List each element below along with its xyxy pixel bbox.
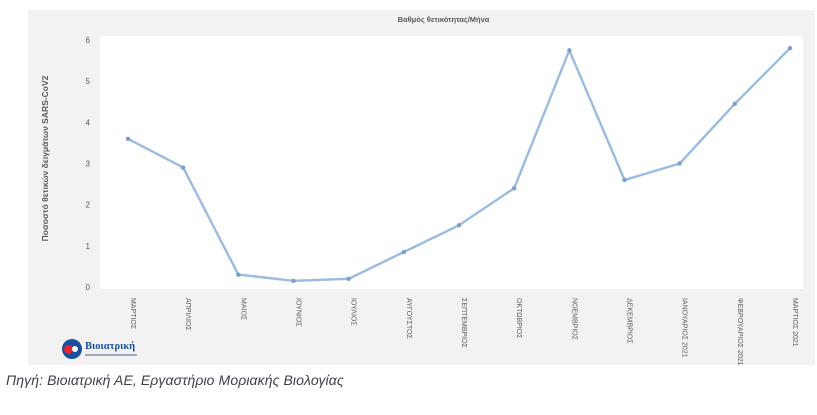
data-point	[180, 165, 186, 170]
x-tick-label: ΙΑΝΟΥΑΡΙΟΣ 2021	[681, 298, 688, 358]
data-point	[456, 223, 462, 228]
line-chart: Βαθμός θετικότητας/Μήνα Ποσοστό θετικών δ…	[40, 15, 803, 365]
x-tick-label: ΣΕΠΤΕΜΒΡΙΟΣ	[460, 298, 467, 349]
data-point	[511, 186, 517, 191]
data-point	[732, 101, 738, 107]
y-tick-label: 2	[86, 201, 91, 210]
y-tick-label: 6	[86, 36, 91, 45]
chart-area: Βαθμός θετικότητας/Μήνα Ποσοστό θετικών δ…	[28, 10, 815, 365]
x-tick-label: ΟΚΤΩΒΡΙΟΣ	[515, 298, 522, 339]
x-tick-label: ΜΑΙΟΣ	[239, 298, 246, 321]
x-tick-label: ΜΑΡΤΙΟΣ	[129, 298, 136, 330]
data-point	[125, 136, 131, 141]
company-logo: Βιοιατρική	[62, 337, 142, 361]
data-point	[291, 278, 296, 284]
data-point	[677, 161, 682, 166]
x-tick-label: ΑΥΓΟΥΣΤΟΣ	[405, 298, 412, 339]
y-tick-label: 5	[86, 77, 91, 86]
x-tick-label: ΙΟΥΛΙΟΣ	[350, 298, 357, 326]
y-tick-label: 1	[86, 242, 91, 251]
y-axis-title: Ποσοστό θετικών δειγμάτων SARS-CoV2	[40, 75, 50, 241]
data-point	[346, 276, 351, 281]
plot-area	[100, 36, 803, 289]
y-tick-label: 0	[86, 283, 91, 292]
chart-title: Βαθμός θετικότητας/Μήνα	[398, 15, 490, 24]
data-point	[622, 177, 627, 183]
x-tick-label: ΦΕΒΡΟΥΑΡΙΟΣ 2021	[736, 298, 743, 365]
x-tick-label: ΜΑΡΤΙΟΣ 2021	[791, 298, 798, 347]
x-tick-label: ΑΠΡΙΛΙΟΣ	[184, 298, 191, 331]
data-point	[401, 249, 407, 255]
y-tick-label: 4	[86, 118, 91, 127]
logo-mark-icon	[62, 339, 82, 359]
data-point	[567, 48, 572, 53]
x-tick-label: ΝΟΕΜΒΡΙΟΣ	[570, 298, 577, 341]
x-tick-label: ΔΕΚΕΜΒΡΙΟΣ	[626, 298, 633, 344]
source-caption: Πηγή: Βιοιατρική ΑΕ, Εργαστήριο Μοριακής…	[6, 372, 344, 388]
logo-text: Βιοιατρική	[85, 340, 136, 352]
data-point	[236, 272, 241, 277]
y-tick-label: 3	[86, 160, 91, 169]
x-tick-label: ΙΟΥΝΙΟΣ	[295, 298, 302, 327]
data-point	[787, 46, 793, 51]
logo-tagline-line	[85, 354, 137, 357]
